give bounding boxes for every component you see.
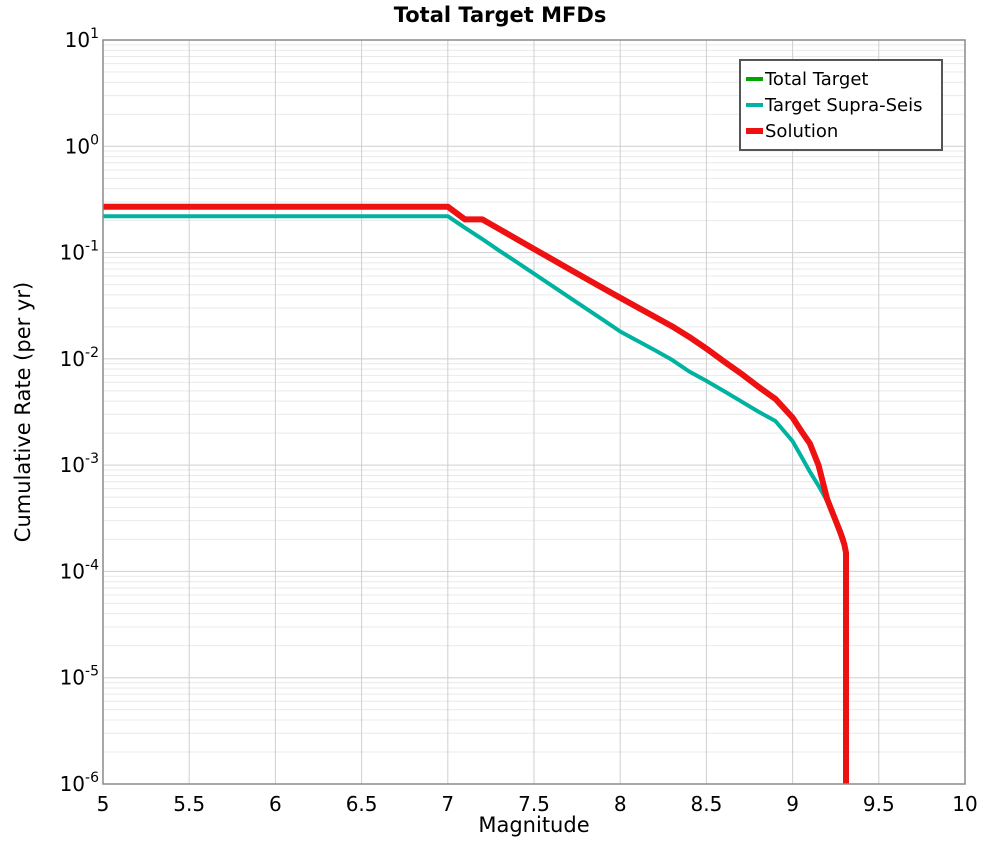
- svg-text:6.5: 6.5: [346, 792, 378, 816]
- svg-text:10-2: 10-2: [60, 345, 99, 371]
- legend-item: Solution: [746, 118, 935, 144]
- legend-swatch-target-supra-seis: [746, 103, 763, 107]
- svg-text:9: 9: [786, 792, 799, 816]
- svg-text:10-4: 10-4: [60, 557, 100, 583]
- legend-swatch-total-target: [746, 77, 763, 81]
- legend-item: Target Supra-Seis: [746, 92, 935, 118]
- svg-text:7: 7: [441, 792, 454, 816]
- svg-text:8: 8: [614, 792, 627, 816]
- svg-text:6: 6: [269, 792, 282, 816]
- svg-text:8.5: 8.5: [690, 792, 722, 816]
- svg-text:7.5: 7.5: [518, 792, 550, 816]
- svg-text:5: 5: [97, 792, 110, 816]
- svg-text:10: 10: [952, 792, 977, 816]
- x-axis-label: Magnitude: [478, 813, 590, 837]
- svg-text:5.5: 5.5: [173, 792, 205, 816]
- y-axis-label: Cumulative Rate (per yr): [11, 281, 35, 543]
- svg-text:100: 100: [65, 132, 99, 158]
- legend-label: Target Supra-Seis: [765, 94, 923, 116]
- svg-text:10-1: 10-1: [60, 239, 99, 265]
- svg-text:10-6: 10-6: [60, 770, 100, 796]
- legend-label: Total Target: [765, 68, 869, 90]
- svg-text:9.5: 9.5: [863, 792, 895, 816]
- chart-title: Total Target MFDs: [393, 3, 607, 27]
- legend-item: Total Target: [746, 66, 935, 92]
- legend: Total Target Target Supra-Seis Solution: [739, 59, 943, 151]
- legend-swatch-solution: [746, 128, 763, 134]
- legend-label: Solution: [765, 120, 839, 142]
- svg-text:10-5: 10-5: [60, 664, 99, 690]
- svg-text:10-3: 10-3: [60, 451, 99, 477]
